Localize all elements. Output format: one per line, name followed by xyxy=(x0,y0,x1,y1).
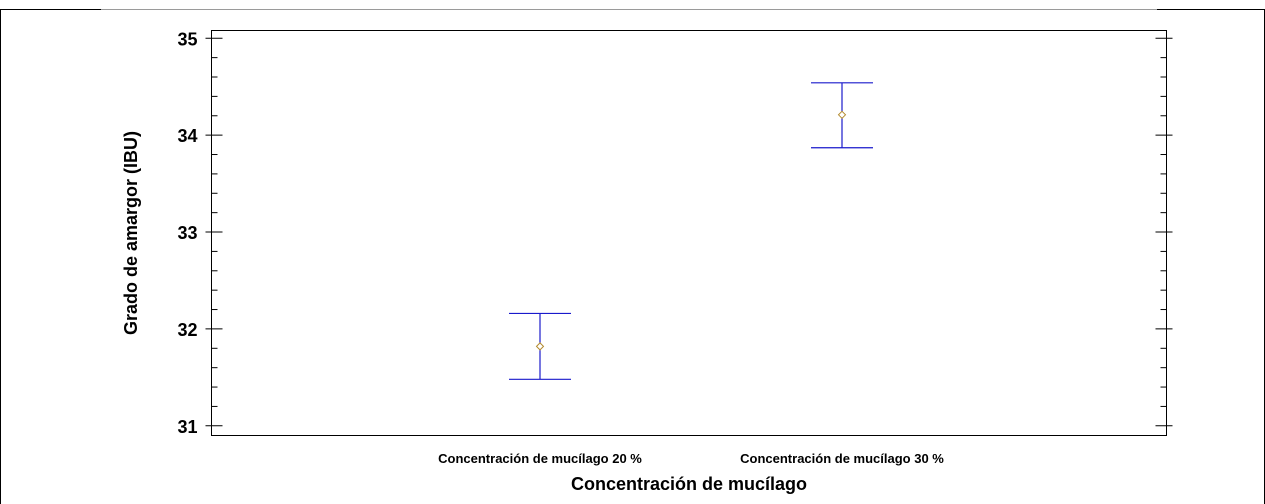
y-ticks-right xyxy=(1155,37,1173,427)
x-tick-label: Concentración de mucílago 20 % xyxy=(438,451,642,466)
y-tick-label: 33 xyxy=(177,223,197,243)
data-marks xyxy=(509,82,873,380)
y-axis-title: Grado de amargor (IBU) xyxy=(121,131,141,335)
y-tick-label: 34 xyxy=(177,126,197,146)
y-tick-label: 32 xyxy=(177,320,197,340)
y-tick-labels: 31 32 33 34 35 xyxy=(177,29,197,437)
x-tick-labels: Concentración de mucílago 20 % Concentrac… xyxy=(438,451,944,466)
plot-area xyxy=(211,30,1167,436)
mean-point-marker xyxy=(535,342,545,351)
x-axis-title: Concentración de mucílago xyxy=(571,474,807,494)
y-ticks-left xyxy=(205,37,223,427)
y-tick-label: 31 xyxy=(177,417,197,437)
x-tick-label: Concentración de mucílago 30 % xyxy=(740,451,944,466)
y-tick-label: 35 xyxy=(177,29,197,49)
mean-point-marker xyxy=(837,110,847,120)
